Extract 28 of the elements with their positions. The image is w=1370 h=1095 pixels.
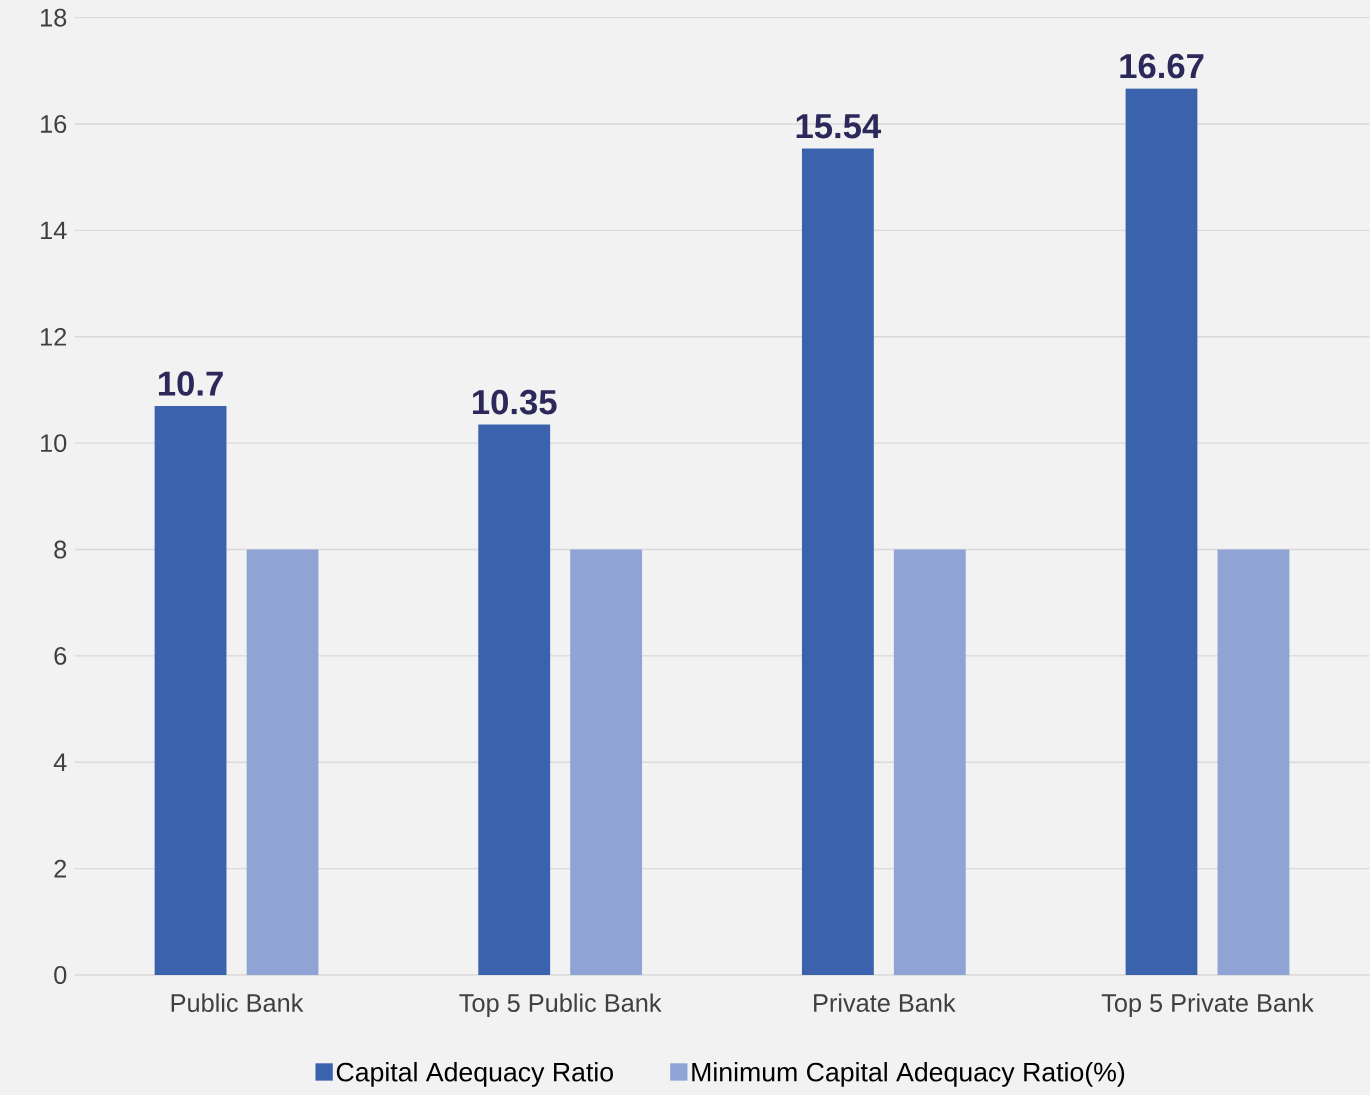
bar	[246, 549, 319, 975]
y-tick-label: 4	[53, 753, 67, 771]
y-tick-label: 2	[54, 859, 67, 878]
bar	[801, 148, 874, 975]
x-tick-label: Public Bank	[171, 993, 304, 1012]
bar	[1217, 549, 1290, 975]
data-label: 16.67	[1120, 53, 1204, 79]
y-tick-label: 14	[41, 221, 67, 240]
data-label: 10.7	[158, 371, 223, 396]
y-tick-label: 18	[41, 8, 67, 27]
bar	[478, 424, 551, 975]
bar	[1125, 88, 1198, 975]
y-tick-label: 10	[41, 434, 67, 453]
y-tick-label: 12	[41, 327, 67, 346]
y-tick-label: 0	[54, 966, 67, 984]
x-tick-label: Top 5 Private Bank	[1101, 993, 1314, 1017]
x-tick-label: Private Bank	[814, 993, 956, 1012]
legend-label: Minimum Capital Adequacy Ratio(%)	[692, 1061, 1125, 1087]
x-tick-label: Top 5 Public Bank	[459, 993, 662, 1017]
legend-label: Capital Adequacy Ratio	[336, 1061, 613, 1087]
y-tick-label: 16	[41, 115, 67, 133]
bar	[154, 405, 227, 975]
bar	[570, 549, 643, 975]
y-tick-label: 8	[54, 540, 67, 559]
data-label: 10.35	[473, 389, 557, 415]
y-tick-label: 6	[54, 646, 67, 665]
data-label: 15.54	[796, 114, 882, 139]
bar	[893, 549, 966, 975]
